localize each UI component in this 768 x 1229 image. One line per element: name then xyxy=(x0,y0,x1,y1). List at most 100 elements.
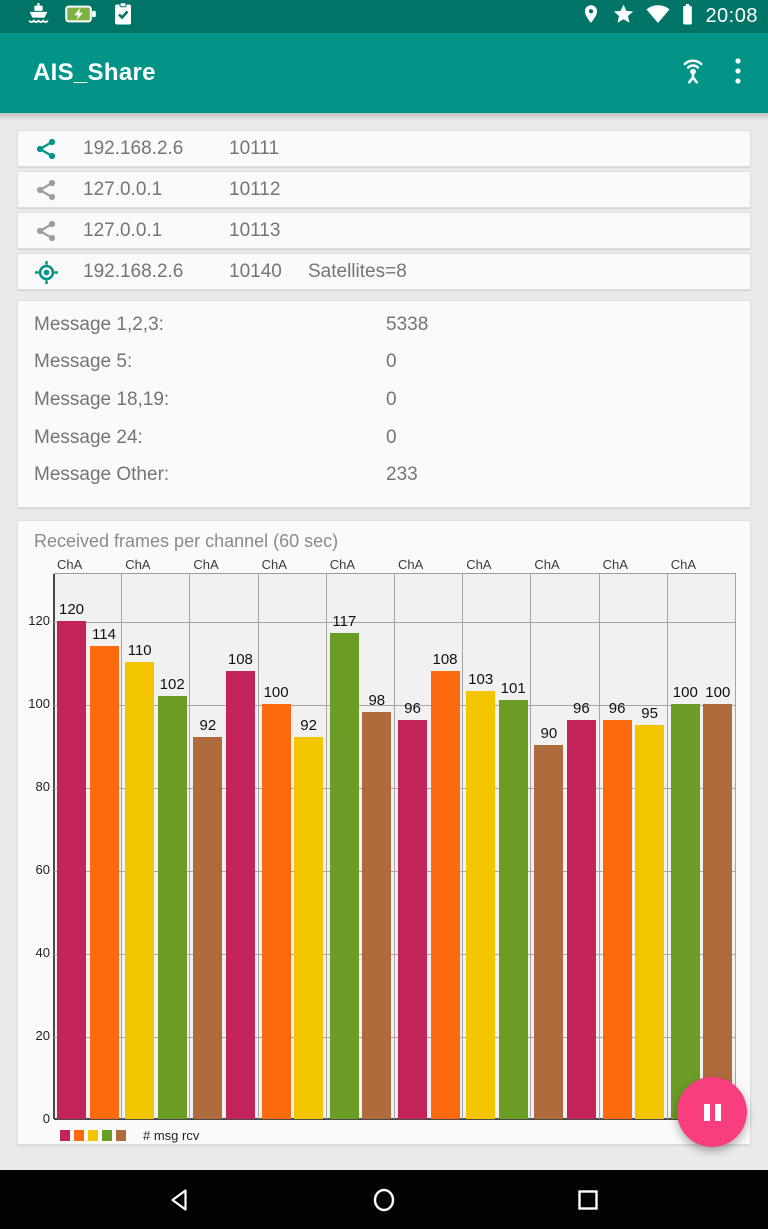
bar-value-label: 92 xyxy=(199,717,217,735)
chart-bar xyxy=(125,662,155,1119)
chart-bar xyxy=(498,699,528,1119)
chart-bar xyxy=(466,691,496,1119)
gridline xyxy=(189,574,191,1119)
status-bar: 20:08 xyxy=(0,0,768,33)
message-label: Message 24: xyxy=(34,426,143,448)
share-icon xyxy=(34,178,58,202)
chart-title: Received frames per channel (60 sec) xyxy=(34,531,339,551)
message-label: Message 18,19: xyxy=(34,388,170,410)
channel-column-label: ChA xyxy=(398,557,424,572)
y-axis xyxy=(53,574,55,1119)
connection-port: 10111 xyxy=(229,137,280,159)
message-value: 0 xyxy=(386,388,397,410)
gridline xyxy=(735,574,736,1119)
pause-fab-button[interactable] xyxy=(677,1077,747,1147)
satellites-status: Satellites=8 xyxy=(308,260,407,282)
gridline xyxy=(325,574,327,1119)
channel-column-label: ChA xyxy=(193,557,219,572)
bar-chart-plot: 120 114 110 102 92 108 100 92 117 98 96 108 103 101 90… xyxy=(53,573,736,1120)
share-icon xyxy=(34,219,58,243)
message-row: Message 5: 0 xyxy=(18,344,750,382)
chart-bar xyxy=(89,645,119,1119)
gridline xyxy=(666,574,668,1119)
message-row: Message 18,19: 0 xyxy=(18,381,750,419)
legend-color-swatch xyxy=(74,1129,84,1141)
app-bar: AIS_Share xyxy=(0,33,768,113)
channel-column-label: ChA xyxy=(602,557,628,572)
y-tick-label: 0 xyxy=(42,1111,50,1126)
channel-column-label: ChA xyxy=(57,557,83,572)
ship-icon xyxy=(26,2,51,32)
message-counters-card: Message 1,2,3: 5338 Message 5: 0 Message… xyxy=(17,300,751,508)
connection-ip: 127.0.0.1 xyxy=(83,219,163,241)
overflow-menu-icon[interactable] xyxy=(734,56,742,91)
received-frames-chart-card: Received frames per channel (60 sec) ChA… xyxy=(17,520,751,1145)
chart-bar xyxy=(670,703,700,1119)
share-icon xyxy=(34,137,58,161)
appbar-shadow xyxy=(0,113,768,121)
message-row: Message 24: 0 xyxy=(18,419,750,457)
y-tick-label: 100 xyxy=(28,695,50,711)
back-button[interactable] xyxy=(140,1170,220,1229)
chart-bar xyxy=(225,670,255,1119)
y-tick-label: 80 xyxy=(35,778,50,794)
bar-value-label: 120 xyxy=(58,600,85,618)
pause-icon xyxy=(703,1103,721,1121)
connection-ip: 192.168.2.6 xyxy=(83,137,184,159)
chart-bar xyxy=(602,720,632,1119)
back-icon xyxy=(171,1188,187,1211)
location-icon xyxy=(581,3,601,30)
message-value: 0 xyxy=(386,351,397,373)
bar-value-label: 98 xyxy=(368,692,386,710)
chart-bar xyxy=(362,712,392,1119)
chart-bar xyxy=(294,737,324,1119)
message-label: Message Other: xyxy=(34,464,170,486)
navigation-bar xyxy=(0,1170,768,1229)
connection-row[interactable]: 127.0.0.1 10113 xyxy=(17,212,751,249)
chart-bar xyxy=(398,720,427,1119)
broadcast-icon[interactable] xyxy=(678,56,708,91)
chart-column-labels: ChA ChA ChA ChA ChA ChA ChA ChA ChA ChA xyxy=(54,557,736,573)
status-bar-notifications xyxy=(0,2,135,32)
message-value: 233 xyxy=(386,464,418,486)
connection-port: 10140 xyxy=(229,260,282,282)
y-tick-label: 60 xyxy=(35,861,50,877)
message-value: 5338 xyxy=(386,313,429,335)
channel-column-label: ChA xyxy=(534,557,560,572)
connection-row[interactable]: 192.168.2.6 10140 Satellites=8 xyxy=(17,253,751,290)
connection-port: 10113 xyxy=(229,219,281,241)
connection-row[interactable]: 127.0.0.1 10112 xyxy=(17,171,751,208)
channel-column-label: ChA xyxy=(125,557,151,572)
status-bar-system: 20:08 xyxy=(581,3,768,30)
bar-value-label: 117 xyxy=(332,613,357,631)
chart-bar xyxy=(261,703,291,1119)
bar-value-label: 101 xyxy=(500,679,526,697)
channel-column-label: ChA xyxy=(261,557,287,572)
recents-button[interactable] xyxy=(548,1170,628,1229)
bar-value-label: 100 xyxy=(672,683,698,701)
bar-value-label: 96 xyxy=(404,700,421,718)
legend-color-swatch xyxy=(102,1129,112,1141)
chart-legend: # msg rcv xyxy=(60,1128,199,1143)
connection-ip: 127.0.0.1 xyxy=(83,178,163,200)
connection-port: 10112 xyxy=(229,178,281,200)
chart-bar xyxy=(430,670,460,1119)
bar-value-label: 114 xyxy=(92,625,116,643)
chart-bar xyxy=(193,737,223,1119)
channel-column-label: ChA xyxy=(466,557,492,572)
message-row: Message 1,2,3: 5338 xyxy=(18,306,750,344)
home-button[interactable] xyxy=(344,1170,424,1229)
message-row: Message Other: 233 xyxy=(18,456,750,494)
gridline xyxy=(257,574,259,1119)
x-axis xyxy=(54,1118,735,1120)
legend-color-swatch xyxy=(60,1129,70,1141)
y-tick-label: 120 xyxy=(28,612,50,628)
bar-value-label: 92 xyxy=(300,717,317,735)
connection-row[interactable]: 192.168.2.6 10111 xyxy=(17,130,751,167)
bar-value-label: 100 xyxy=(705,683,731,701)
legend-swatches xyxy=(60,1129,130,1141)
chart-bar xyxy=(329,633,359,1119)
bar-value-label: 90 xyxy=(540,725,558,743)
bar-value-label: 100 xyxy=(263,683,289,701)
